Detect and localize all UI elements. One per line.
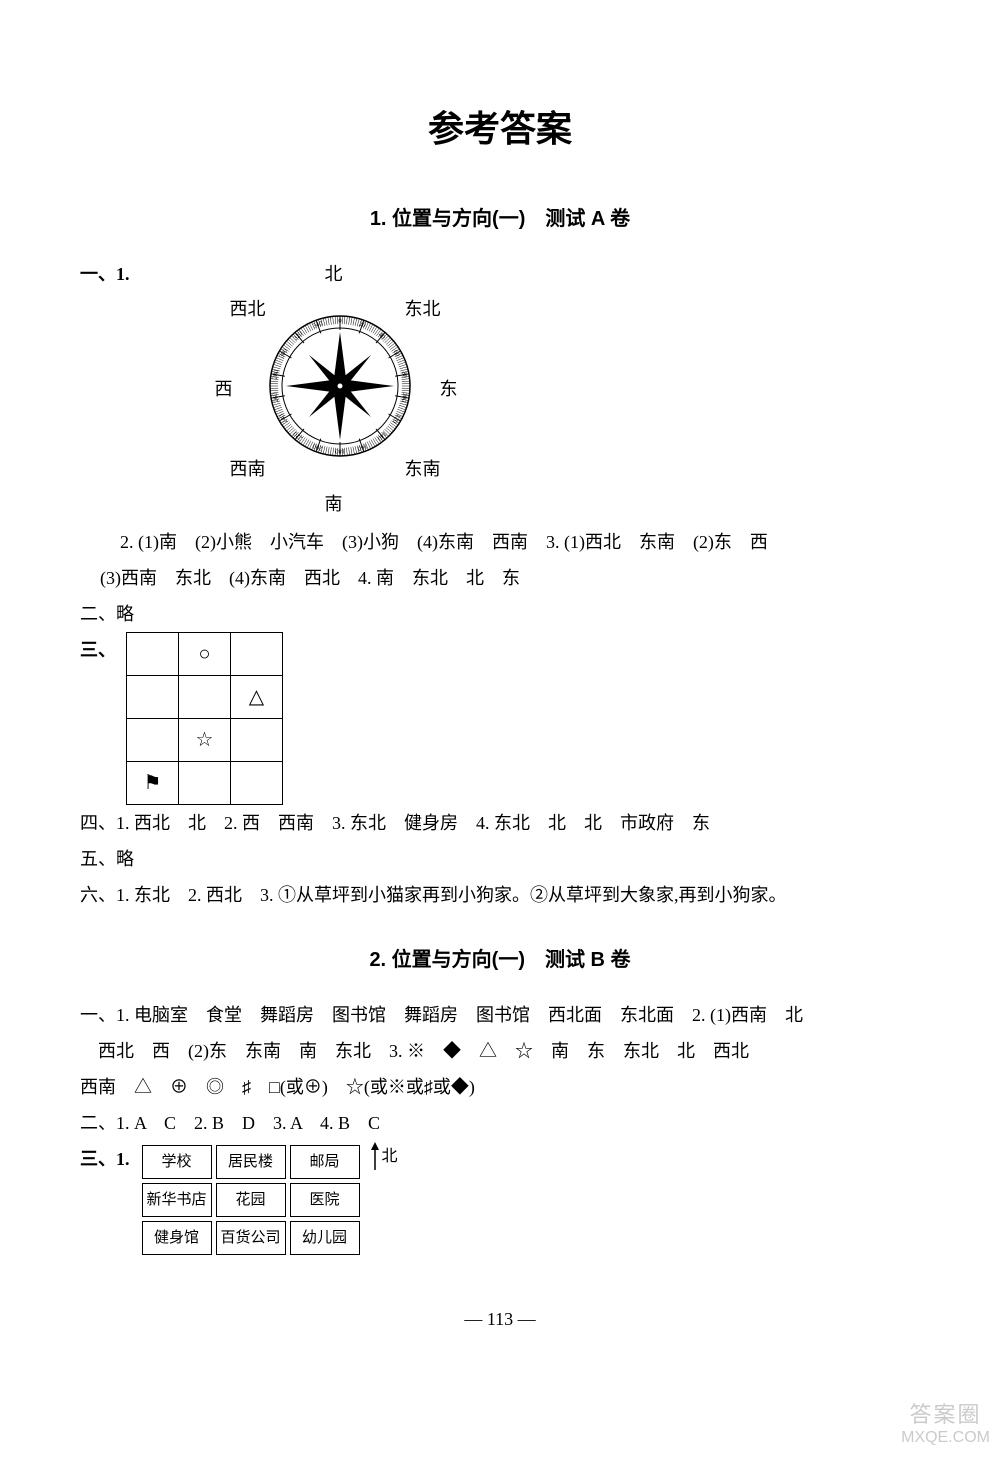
north-label: 北 — [382, 1141, 398, 1173]
b-q3-prefix: 三、1. — [80, 1141, 130, 1177]
section-a-heading: 1. 位置与方向(一) 测试 A 卷 — [80, 202, 920, 231]
map-cell: 健身馆 — [142, 1221, 212, 1255]
svg-text:20: 20 — [357, 321, 366, 330]
svg-text:320: 320 — [292, 330, 304, 342]
svg-text:260: 260 — [271, 392, 280, 403]
map-cell: 居民楼 — [216, 1145, 286, 1179]
page-title: 参考答案 — [80, 100, 920, 152]
grid-cell: ○ — [179, 633, 231, 676]
compass-sw: 西南 — [230, 451, 266, 487]
compass-s: 南 — [325, 486, 343, 522]
page-footer: — 113 — — [80, 1309, 920, 1330]
a-q2: 二、略 — [80, 596, 920, 632]
watermark: 答案圈 MXQE.COM — [901, 1397, 990, 1447]
b-q3-grid: 学校居民楼邮局新华书店花园医院健身馆百货公司幼儿园 — [138, 1141, 364, 1259]
map-cell: 新华书店 — [142, 1183, 212, 1217]
compass-diagram: 北 东北 东 东南 南 西南 西 西北 02040608010012014016… — [190, 256, 490, 516]
watermark-bottom: MXQE.COM — [901, 1429, 990, 1447]
grid-cell — [127, 719, 179, 762]
a-q1-line3: (3)西南 东北 (4)东南 西北 4. 南 东北 北 东 — [80, 560, 920, 596]
b-q2: 二、1. A C 2. B D 3. A 4. B C — [80, 1105, 920, 1141]
map-cell: 邮局 — [290, 1145, 360, 1179]
svg-text:220: 220 — [292, 430, 304, 442]
grid-cell — [231, 719, 283, 762]
svg-text:100: 100 — [399, 392, 408, 403]
a-q6: 六、1. 东北 2. 西北 3. ①从草坪到小猫家再到小狗家。②从草坪到大象家,… — [80, 877, 920, 913]
q1-prefix: 一、1. — [80, 256, 130, 292]
map-cell: 幼儿园 — [290, 1221, 360, 1255]
grid-cell — [179, 676, 231, 719]
grid-cell — [127, 676, 179, 719]
grid-cell: ☆ — [179, 719, 231, 762]
grid-cell — [231, 633, 283, 676]
map-cell: 百货公司 — [216, 1221, 286, 1255]
b-q1b: 西北 西 (2)东 东南 南 东北 3. ※ ◆ △ ☆ 南 东 东北 北 西北 — [80, 1033, 920, 1069]
svg-text:140: 140 — [375, 430, 387, 442]
b-q1c: 西南 △ ⊕ ◎ ♯ □(或⊕) ☆(或※或♯或◆) — [80, 1069, 920, 1105]
watermark-top: 答案圈 — [901, 1397, 990, 1429]
grid-cell — [179, 762, 231, 805]
svg-text:80: 80 — [400, 371, 408, 379]
a-q4: 四、1. 西北 北 2. 西 西南 3. 东北 健身房 4. 东北 北 北 市政… — [80, 805, 920, 841]
b-q1a: 一、1. 电脑室 食堂 舞蹈房 图书馆 舞蹈房 图书馆 西北面 东北面 2. (… — [80, 997, 920, 1033]
map-cell: 学校 — [142, 1145, 212, 1179]
a-q3-prefix: 三、 — [80, 632, 116, 668]
grid-cell — [231, 762, 283, 805]
svg-text:0: 0 — [338, 317, 341, 324]
grid-cell — [127, 633, 179, 676]
compass-w: 西 — [215, 371, 233, 407]
map-cell: 花园 — [216, 1183, 286, 1217]
svg-text:280: 280 — [271, 369, 280, 380]
svg-text:180: 180 — [335, 448, 345, 455]
compass-e: 东 — [440, 371, 458, 407]
grid-cell: ⚑ — [127, 762, 179, 805]
a-q1-line2: 2. (1)南 (2)小熊 小汽车 (3)小狗 (4)东南 西南 3. (1)西… — [80, 524, 920, 560]
a-q5: 五、略 — [80, 841, 920, 877]
compass-nw: 西北 — [230, 291, 266, 327]
north-arrow-icon: 北 — [368, 1141, 398, 1173]
compass-n: 北 — [325, 256, 343, 292]
map-cell: 医院 — [290, 1183, 360, 1217]
grid-cell: △ — [231, 676, 283, 719]
a-q3-grid: ○△☆⚑ — [126, 632, 283, 805]
section-b-heading: 2. 位置与方向(一) 测试 B 卷 — [80, 943, 920, 972]
compass-rose-icon: 0204060801001201401601802002202402602803… — [265, 311, 415, 461]
